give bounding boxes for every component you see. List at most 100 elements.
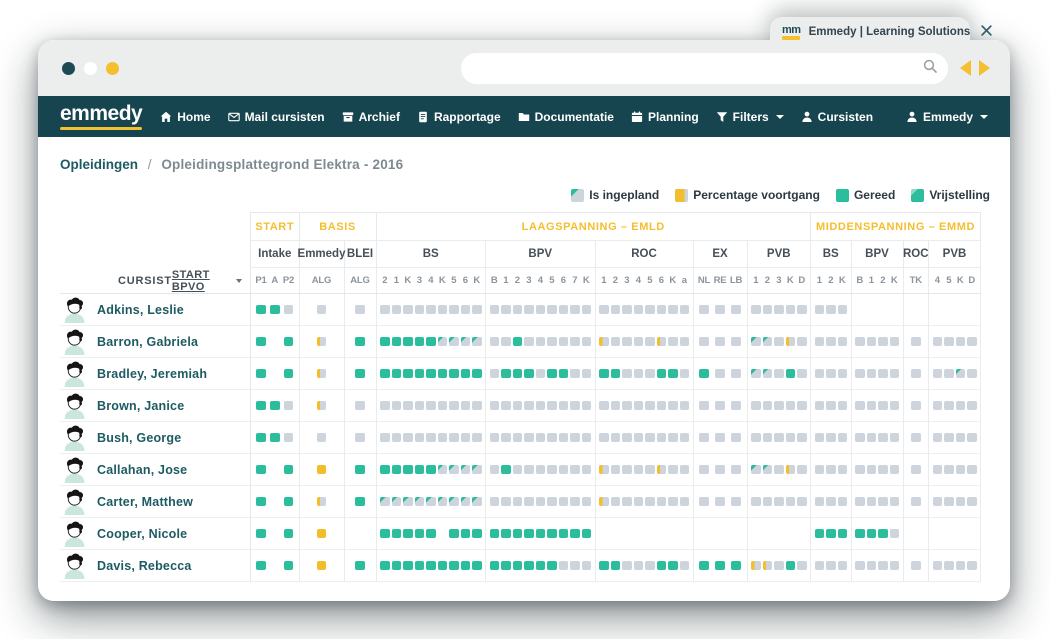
matrix-cell[interactable] bbox=[774, 465, 784, 475]
matrix-cell[interactable] bbox=[392, 369, 402, 379]
nav-item-home[interactable]: Home bbox=[160, 110, 210, 124]
matrix-cell[interactable] bbox=[890, 337, 900, 347]
matrix-cell[interactable] bbox=[582, 337, 592, 347]
breadcrumb-root[interactable]: Opleidingen bbox=[60, 157, 138, 172]
cursist-name[interactable]: Bush, George bbox=[97, 431, 181, 445]
matrix-cell[interactable] bbox=[933, 561, 943, 571]
matrix-cell[interactable] bbox=[256, 337, 266, 347]
matrix-cell[interactable] bbox=[657, 497, 667, 507]
window-dot-close[interactable] bbox=[62, 62, 75, 75]
matrix-cell[interactable] bbox=[890, 433, 900, 443]
matrix-cell[interactable] bbox=[524, 401, 534, 411]
matrix-cell[interactable] bbox=[911, 401, 921, 411]
matrix-cell[interactable] bbox=[890, 561, 900, 571]
matrix-cell[interactable] bbox=[763, 561, 773, 571]
matrix-cell[interactable] bbox=[668, 465, 678, 475]
matrix-cell[interactable] bbox=[559, 561, 569, 571]
matrix-cell[interactable] bbox=[774, 497, 784, 507]
matrix-cell[interactable] bbox=[472, 337, 482, 347]
matrix-cell[interactable] bbox=[751, 433, 761, 443]
matrix-cell[interactable] bbox=[392, 529, 402, 539]
matrix-cell[interactable] bbox=[392, 465, 402, 475]
matrix-cell[interactable] bbox=[524, 305, 534, 315]
matrix-cell[interactable] bbox=[570, 369, 580, 379]
cursist-name[interactable]: Brown, Janice bbox=[97, 399, 184, 413]
matrix-cell[interactable] bbox=[680, 401, 690, 411]
matrix-cell[interactable] bbox=[622, 337, 632, 347]
matrix-cell[interactable] bbox=[570, 465, 580, 475]
matrix-cell[interactable] bbox=[657, 369, 667, 379]
matrix-cell[interactable] bbox=[826, 337, 836, 347]
matrix-cell[interactable] bbox=[645, 433, 655, 443]
matrix-cell[interactable] bbox=[826, 561, 836, 571]
matrix-cell[interactable] bbox=[611, 337, 621, 347]
matrix-cell[interactable] bbox=[317, 497, 327, 507]
matrix-cell[interactable] bbox=[284, 465, 294, 475]
matrix-cell[interactable] bbox=[611, 401, 621, 411]
matrix-cell[interactable] bbox=[911, 433, 921, 443]
matrix-cell[interactable] bbox=[524, 529, 534, 539]
matrix-cell[interactable] bbox=[867, 337, 877, 347]
matrix-cell[interactable] bbox=[826, 433, 836, 443]
matrix-cell[interactable] bbox=[967, 465, 977, 475]
matrix-cell[interactable] bbox=[731, 433, 741, 443]
matrix-cell[interactable] bbox=[599, 305, 609, 315]
matrix-cell[interactable] bbox=[403, 529, 413, 539]
matrix-cell[interactable] bbox=[570, 401, 580, 411]
cursist-name[interactable]: Adkins, Leslie bbox=[97, 303, 184, 317]
matrix-cell[interactable] bbox=[634, 401, 644, 411]
matrix-cell[interactable] bbox=[490, 369, 500, 379]
matrix-cell[interactable] bbox=[867, 433, 877, 443]
matrix-cell[interactable] bbox=[256, 497, 266, 507]
matrix-cell[interactable] bbox=[680, 465, 690, 475]
cursist-name[interactable]: Davis, Rebecca bbox=[97, 559, 192, 573]
matrix-cell[interactable] bbox=[956, 465, 966, 475]
url-bar[interactable] bbox=[461, 53, 948, 84]
matrix-cell[interactable] bbox=[699, 401, 709, 411]
matrix-cell[interactable] bbox=[317, 401, 327, 411]
matrix-cell[interactable] bbox=[645, 465, 655, 475]
matrix-cell[interactable] bbox=[559, 369, 569, 379]
matrix-cell[interactable] bbox=[838, 401, 848, 411]
matrix-cell[interactable] bbox=[599, 337, 609, 347]
cursist-row[interactable]: Brown, Janice bbox=[60, 390, 981, 422]
matrix-cell[interactable] bbox=[867, 401, 877, 411]
matrix-cell[interactable] bbox=[967, 401, 977, 411]
matrix-cell[interactable] bbox=[270, 305, 280, 315]
matrix-cell[interactable] bbox=[415, 305, 425, 315]
matrix-cell[interactable] bbox=[317, 305, 327, 315]
matrix-cell[interactable] bbox=[403, 433, 413, 443]
matrix-cell[interactable] bbox=[536, 401, 546, 411]
matrix-cell[interactable] bbox=[501, 433, 511, 443]
cursist-row[interactable]: Davis, Rebecca bbox=[60, 550, 981, 582]
matrix-cell[interactable] bbox=[403, 401, 413, 411]
matrix-cell[interactable] bbox=[634, 497, 644, 507]
matrix-cell[interactable] bbox=[559, 433, 569, 443]
matrix-cell[interactable] bbox=[668, 401, 678, 411]
matrix-cell[interactable] bbox=[256, 401, 266, 411]
matrix-cell[interactable] bbox=[547, 433, 557, 443]
matrix-cell[interactable] bbox=[547, 337, 557, 347]
matrix-cell[interactable] bbox=[355, 465, 365, 475]
matrix-cell[interactable] bbox=[668, 561, 678, 571]
matrix-cell[interactable] bbox=[461, 529, 471, 539]
matrix-cell[interactable] bbox=[426, 497, 436, 507]
matrix-cell[interactable] bbox=[599, 433, 609, 443]
matrix-cell[interactable] bbox=[774, 433, 784, 443]
matrix-cell[interactable] bbox=[599, 369, 609, 379]
matrix-cell[interactable] bbox=[536, 433, 546, 443]
matrix-cell[interactable] bbox=[490, 401, 500, 411]
matrix-cell[interactable] bbox=[797, 433, 807, 443]
matrix-cell[interactable] bbox=[449, 433, 459, 443]
matrix-cell[interactable] bbox=[838, 497, 848, 507]
matrix-cell[interactable] bbox=[392, 497, 402, 507]
matrix-cell[interactable] bbox=[855, 465, 865, 475]
matrix-cell[interactable] bbox=[657, 465, 667, 475]
matrix-cell[interactable] bbox=[380, 305, 390, 315]
matrix-cell[interactable] bbox=[599, 497, 609, 507]
matrix-cell[interactable] bbox=[751, 497, 761, 507]
back-arrow-icon[interactable] bbox=[960, 60, 971, 76]
matrix-cell[interactable] bbox=[392, 337, 402, 347]
matrix-cell[interactable] bbox=[751, 465, 761, 475]
matrix-cell[interactable] bbox=[472, 529, 482, 539]
